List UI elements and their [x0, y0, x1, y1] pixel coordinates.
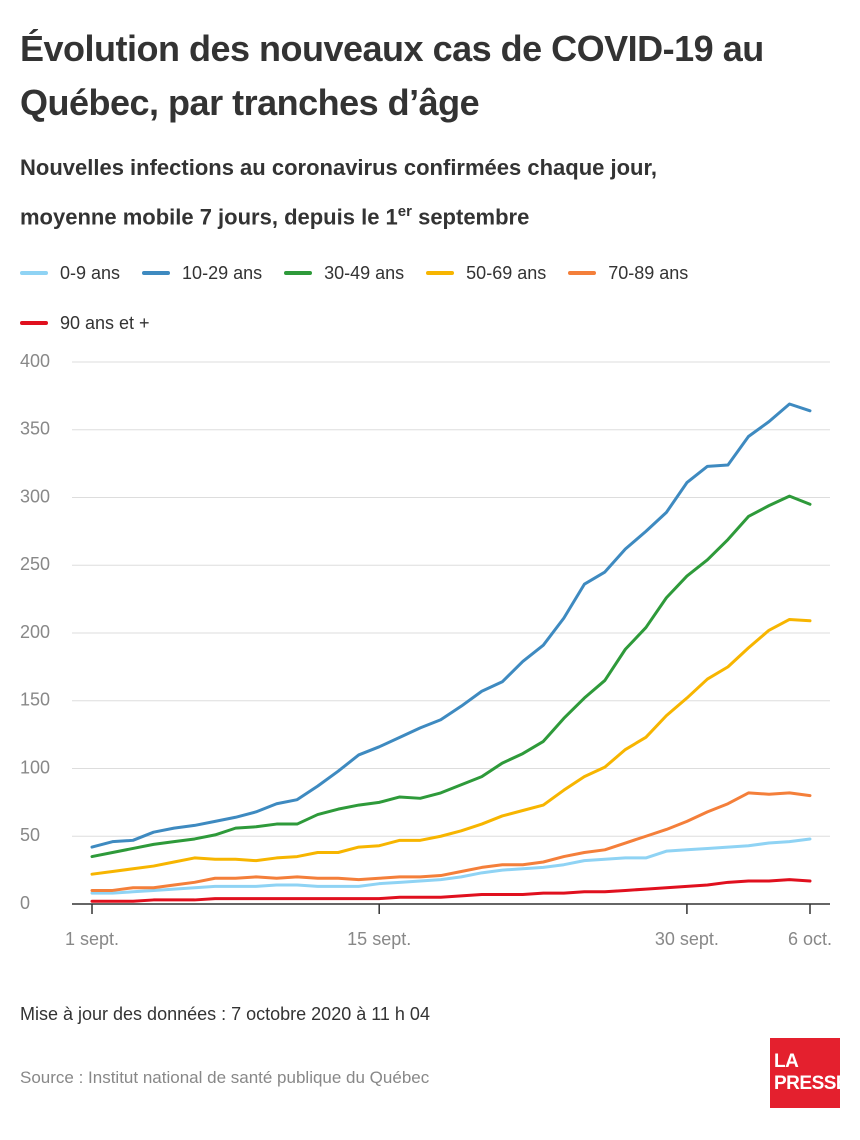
legend-item: 50-69 ans	[426, 248, 546, 298]
x-tick-label: 1 sept.	[65, 929, 119, 949]
series-line	[90, 791, 812, 892]
y-tick-label: 250	[20, 554, 50, 574]
legend-swatch	[284, 271, 313, 275]
legend-swatch	[426, 271, 455, 275]
legend-swatch	[20, 271, 48, 275]
source: Source : Institut national de santé publ…	[20, 1068, 430, 1087]
chart: 0 50 100 150 200 250 300 350 400 1 sept. 15 sept. 3…	[20, 351, 832, 949]
logo-text: LA	[774, 1051, 799, 1072]
legend-swatch	[142, 271, 171, 275]
x-tick-label: 30 sept.	[655, 929, 719, 949]
x-tick-label: 6 oct.	[788, 929, 832, 949]
series-line	[90, 402, 812, 849]
subtitle-line: septembre	[411, 204, 530, 230]
legend-item: 30-49 ans	[284, 248, 404, 298]
legend-item: 10-29 ans	[142, 248, 262, 298]
legend-label: 50-69 ans	[466, 262, 547, 283]
series-line	[90, 837, 812, 895]
legend: 0-9 ans 10-29 ans 30-49 ans 50-69 ans 70-89 …	[20, 248, 840, 348]
y-tick-label: 50	[20, 825, 40, 845]
y-tick-label: 100	[20, 757, 50, 777]
series-line	[90, 494, 812, 859]
legend-label: 30-49 ans	[324, 262, 405, 283]
legend-swatch	[20, 321, 48, 325]
legend-swatch	[568, 271, 597, 275]
y-tick-label: 200	[20, 622, 50, 642]
update-note: Mise à jour des données : 7 octobre 2020…	[20, 1004, 430, 1024]
y-tick-label: 0	[20, 893, 30, 913]
chart-subtitle: Nouvelles infections au coronavirus conf…	[20, 146, 840, 239]
legend-item: 70-89 ans	[568, 248, 688, 298]
logo: LA PRESSE	[770, 1038, 849, 1108]
y-tick-label: 400	[20, 351, 50, 371]
legend-label: 90 ans et +	[60, 312, 150, 333]
legend-label: 70-89 ans	[608, 262, 689, 283]
x-tick-label: 15 sept.	[347, 929, 411, 949]
subtitle-sup: er	[397, 203, 412, 220]
chart-title: Évolution des nouveaux cas de COVID-19 a…	[20, 28, 764, 123]
legend-item: 90 ans et +	[20, 298, 150, 348]
legend-item: 0-9 ans	[20, 248, 120, 298]
y-tick-label: 150	[20, 690, 50, 710]
legend-label: 10-29 ans	[182, 262, 263, 283]
series-line	[90, 617, 812, 876]
legend-label: 0-9 ans	[60, 262, 121, 283]
series-line	[90, 878, 812, 903]
subtitle-line: Nouvelles infections au coronavirus conf…	[20, 155, 657, 180]
y-tick-label: 350	[20, 419, 50, 439]
subtitle-line: moyenne mobile 7 jours, depuis le 1	[20, 204, 398, 230]
logo-text: PRESSE	[774, 1073, 849, 1094]
y-tick-label: 300	[20, 486, 50, 506]
